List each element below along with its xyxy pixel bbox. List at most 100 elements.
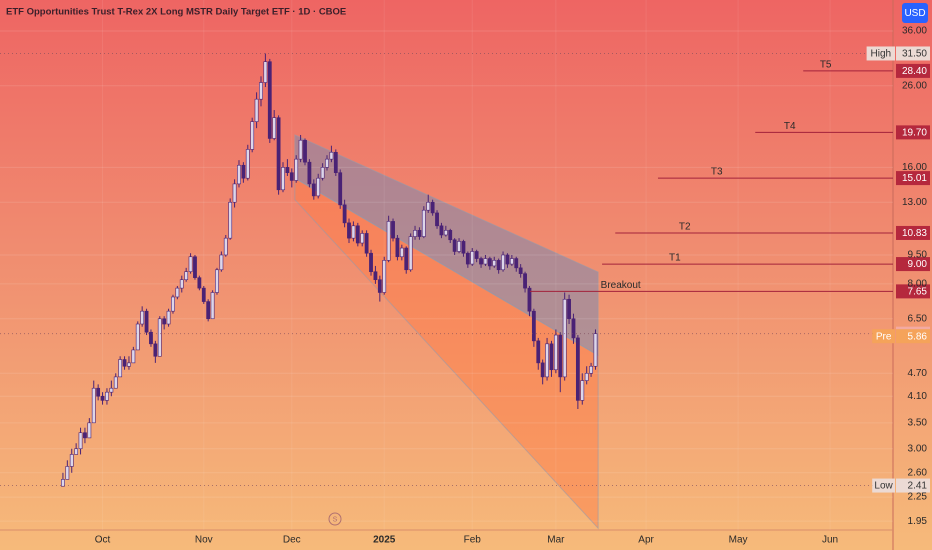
candle-body (197, 277, 202, 289)
level-name: T2 (679, 222, 691, 233)
candle-body (452, 239, 457, 252)
y-tick-label: 13.00 (902, 197, 927, 208)
candle-body (135, 323, 140, 351)
candle-body (157, 318, 162, 357)
level-name: High (871, 49, 892, 60)
candle-body (175, 287, 180, 298)
price-tag (896, 478, 930, 493)
candle-body (395, 237, 400, 258)
price-tag (896, 125, 930, 140)
candle-body (540, 362, 545, 378)
candle-body (461, 241, 466, 254)
candle-body (584, 372, 589, 381)
candle-body (562, 298, 567, 378)
candle-body (201, 287, 206, 302)
candle-body (351, 225, 356, 239)
candle-body (417, 230, 422, 237)
candle-body (259, 82, 263, 100)
x-tick-label: Dec (283, 535, 301, 546)
candle-body (549, 343, 554, 371)
candle-body (527, 287, 532, 312)
x-tick-label: Mar (547, 535, 565, 546)
source-icon[interactable] (328, 512, 342, 526)
candle-body (166, 310, 171, 325)
candle-body (171, 296, 175, 312)
level-name-tag (866, 46, 895, 61)
level-name: Pre (876, 331, 892, 342)
candle-body (391, 221, 395, 239)
level-name: Breakout (601, 280, 641, 291)
candle-body (355, 225, 360, 244)
level-name: T1 (669, 253, 681, 264)
candle-body (162, 318, 167, 325)
y-tick-label: 3.50 (908, 417, 928, 428)
candle-body (109, 387, 114, 393)
candle-body (364, 233, 369, 254)
candle-body (421, 209, 426, 237)
level-name: T3 (711, 167, 723, 178)
candle-body (105, 391, 109, 401)
candle-body (496, 260, 501, 271)
currency-label[interactable]: USD (904, 8, 925, 19)
candle-body (558, 334, 563, 378)
price-tag-label: 9.00 (908, 259, 928, 270)
candle-body (228, 201, 233, 239)
candle-body (377, 279, 382, 293)
y-tick-label: 9.50 (908, 250, 928, 261)
candle-body (215, 269, 219, 293)
x-tick-label: May (729, 535, 748, 546)
price-tag (896, 63, 930, 78)
candle-body (206, 301, 211, 320)
candle-body (457, 241, 461, 252)
candle-body (144, 310, 149, 333)
candle-body (575, 337, 580, 401)
y-tick-label: 26.00 (902, 80, 927, 91)
candle-body (241, 164, 246, 179)
candle-body (580, 380, 585, 401)
price-tag-label: 31.50 (902, 49, 927, 60)
candle-body (509, 258, 514, 265)
price-tag-label: 10.83 (902, 228, 927, 239)
candle-body (369, 252, 373, 273)
candle-body (223, 237, 228, 256)
candle-body (435, 212, 439, 227)
candle-body (307, 161, 312, 185)
candle-body (188, 256, 193, 273)
candle-body (131, 349, 136, 364)
candle-body (61, 479, 65, 487)
candle-body (426, 201, 431, 211)
candle-body (91, 387, 96, 424)
price-tag-label: 19.70 (902, 128, 927, 139)
candle-body (382, 260, 387, 293)
candle-body (254, 98, 259, 122)
candle-body (298, 139, 303, 160)
candle-body (470, 251, 475, 265)
candle-body (149, 331, 153, 345)
candle-body (329, 151, 334, 160)
candle-body (523, 273, 527, 289)
x-tick-label: Feb (464, 535, 482, 546)
candle-body (65, 466, 70, 480)
candle-body (439, 225, 444, 236)
y-tick-label: 36.00 (902, 26, 927, 37)
candle-body (153, 343, 158, 357)
candle-body (69, 454, 74, 467)
candle-body (276, 117, 281, 191)
candle-body (571, 318, 576, 339)
currency-button[interactable] (902, 3, 928, 23)
x-tick-label: Apr (638, 535, 654, 546)
candle-body (593, 333, 598, 367)
candle-body (193, 256, 197, 278)
candles (61, 53, 598, 487)
y-tick-label: 4.70 (908, 368, 928, 379)
y-tick-label: 2.60 (908, 467, 928, 478)
candle-body (413, 230, 417, 237)
candle-body (281, 167, 285, 191)
y-tick-label: 6.50 (908, 313, 928, 324)
y-tick-label: 2.25 (908, 492, 928, 503)
candle-body (294, 158, 299, 181)
candle-body (250, 121, 255, 150)
level-name-tag (872, 478, 895, 493)
y-tick-label: 4.10 (908, 391, 928, 402)
